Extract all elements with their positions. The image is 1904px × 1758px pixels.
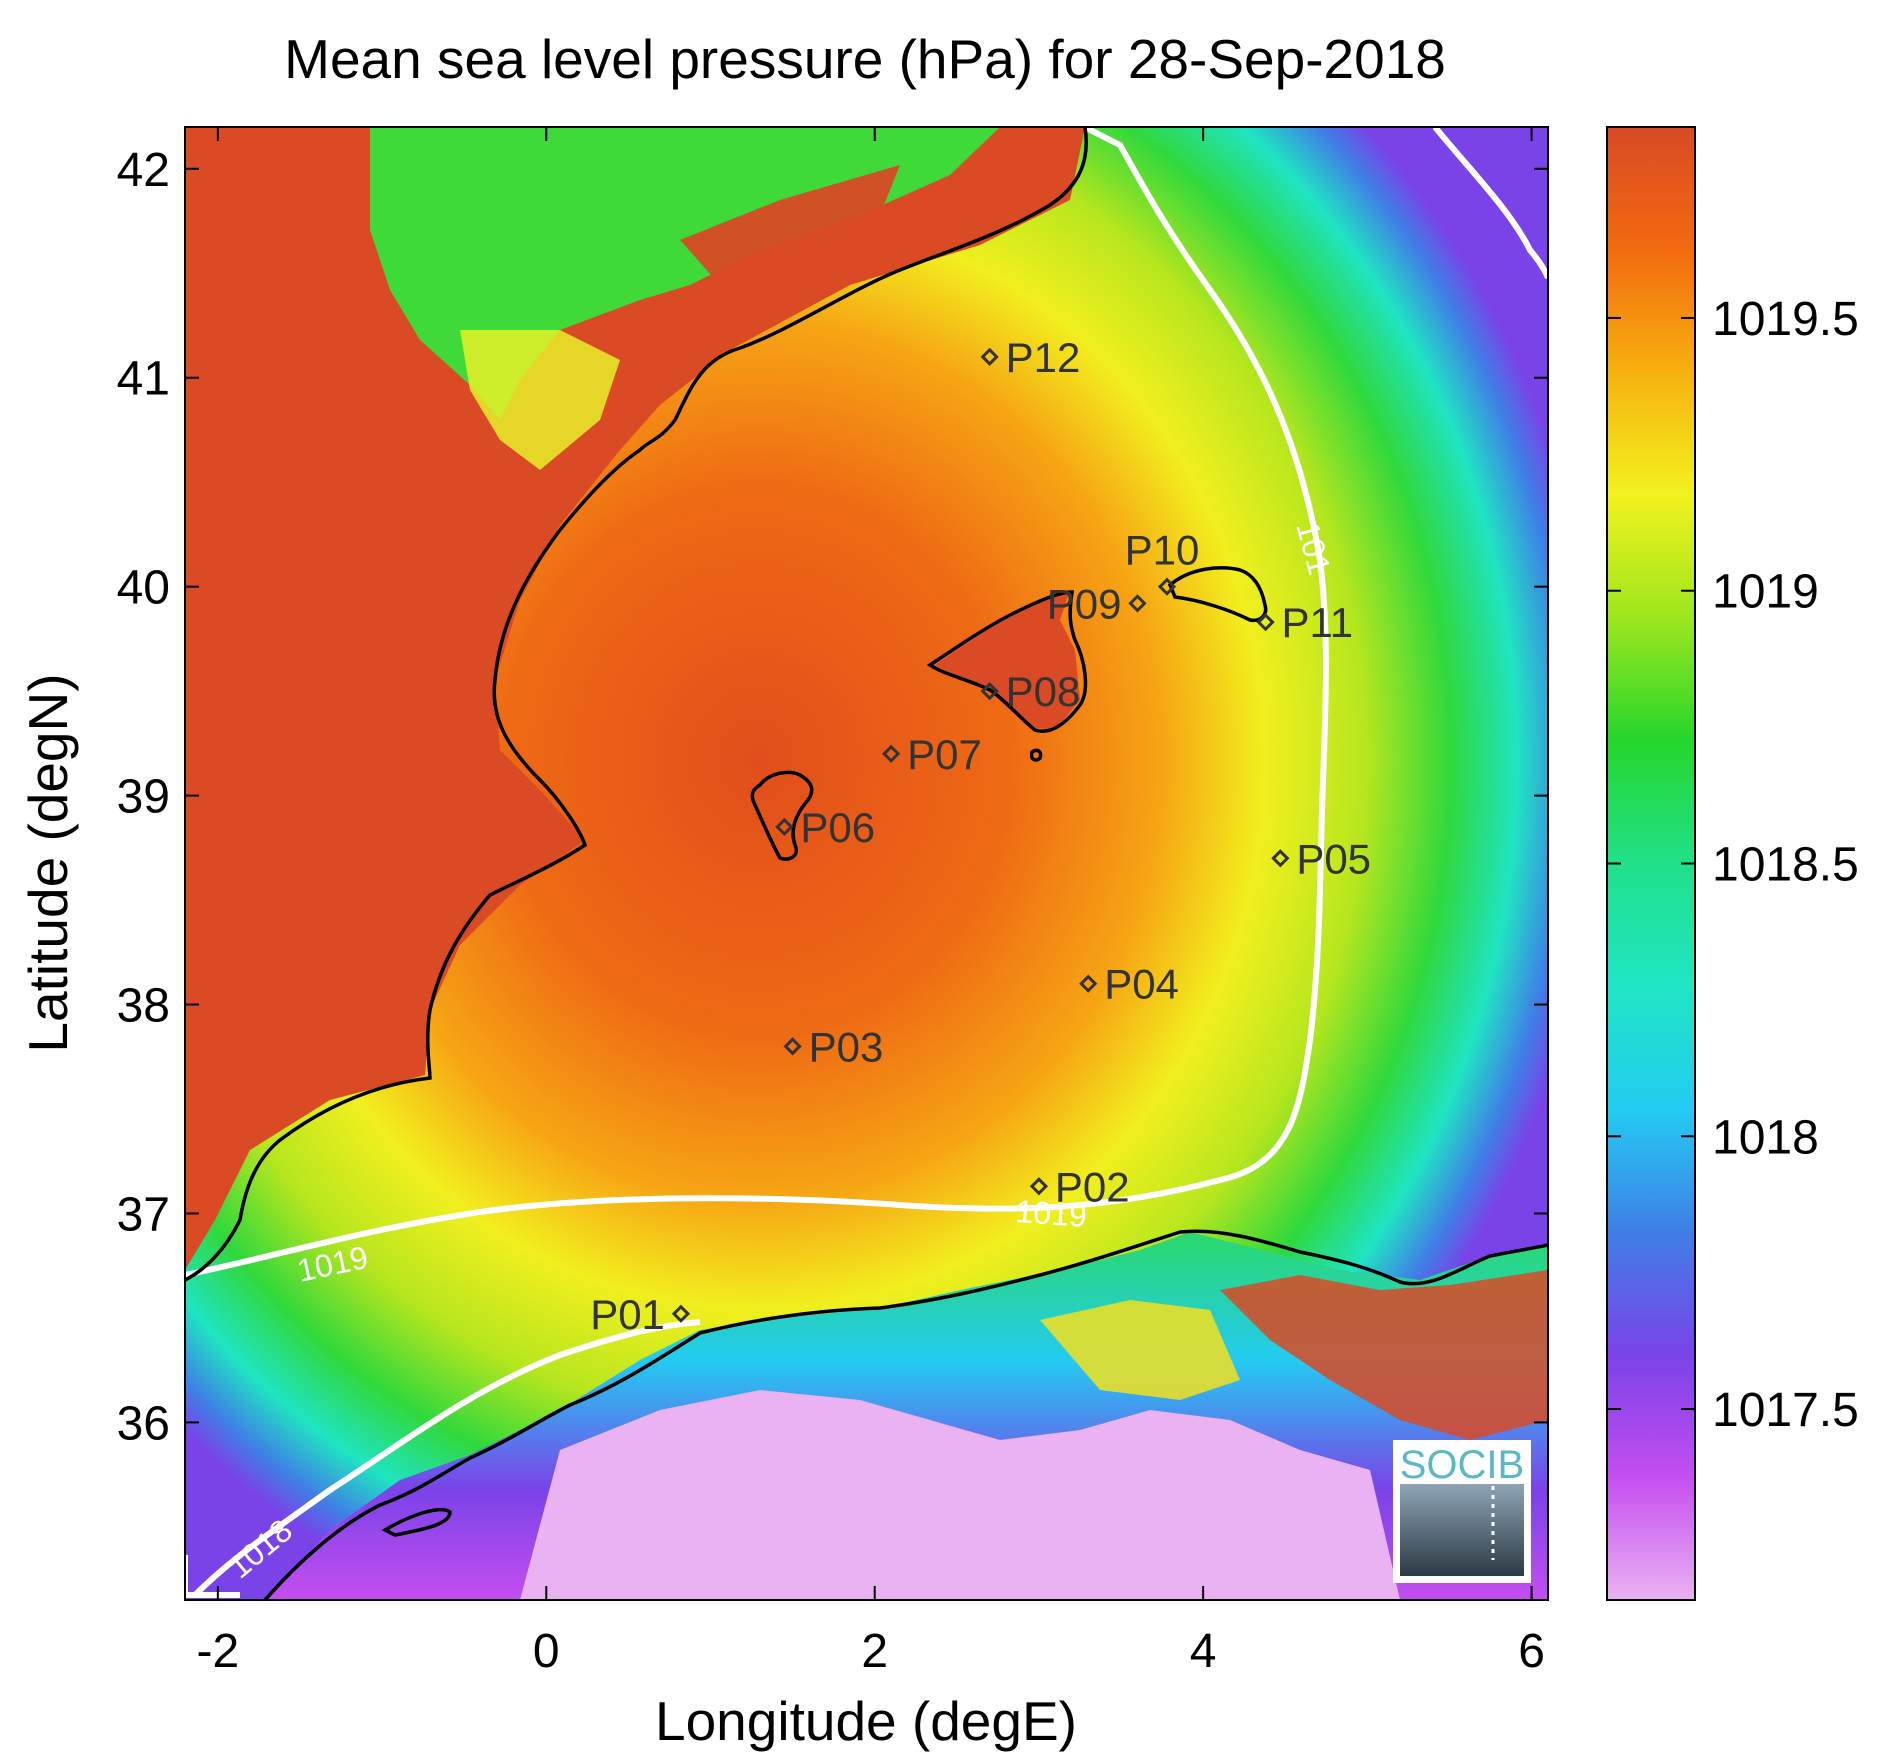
contour-label: 1019 <box>1015 1193 1089 1234</box>
coastlines <box>185 127 1548 1600</box>
ibiza-coast <box>750 770 814 861</box>
station-marker <box>980 347 999 366</box>
station-label: P10 <box>1125 527 1200 574</box>
y-axis-label: Latitude (degN) <box>17 673 79 1052</box>
station-marker <box>1029 1177 1049 1196</box>
socib-logo: SOCIB <box>1393 1440 1531 1583</box>
colorbar-tick-label: 1017.5 <box>1712 1384 1859 1437</box>
station-label: P08 <box>1006 668 1081 715</box>
colorbar-tick-label: 1018 <box>1712 1111 1819 1164</box>
contour-1019 <box>185 127 1329 1278</box>
x-tick-label: 0 <box>533 1625 560 1678</box>
y-tick-label: 36 <box>117 1397 170 1450</box>
plot-frame <box>184 126 1549 1601</box>
chott-coast <box>381 1507 452 1537</box>
station-label: P05 <box>1296 835 1371 882</box>
y-tick-label: 38 <box>117 980 170 1033</box>
station-marker <box>1079 974 1098 993</box>
africa-coastline <box>263 1229 1548 1600</box>
station-marker <box>671 1304 691 1323</box>
station-marker <box>1271 849 1290 868</box>
colorbar-tick-label: 1019.5 <box>1712 293 1859 346</box>
mallorca-fill <box>935 590 1080 730</box>
station-marker <box>1128 594 1147 613</box>
pyrenees-red <box>680 165 900 285</box>
contour-labels: 1019 1019 101 1018 <box>221 517 1337 1585</box>
colorbar <box>1606 126 1696 1601</box>
contour-1018 <box>192 1319 701 1598</box>
chart-title: Mean sea level pressure (hPa) for 28-Sep… <box>284 28 1446 90</box>
y-tick-label: 39 <box>117 771 170 824</box>
iberia-land <box>185 127 1085 1270</box>
x-tick-label: 4 <box>1190 1625 1217 1678</box>
africa-mixed <box>1220 1270 1548 1440</box>
x-tick-label: 6 <box>1518 1625 1545 1678</box>
station-label: P02 <box>1055 1163 1130 1210</box>
y-tick-label: 41 <box>117 353 170 406</box>
x-tick-label: -2 <box>196 1625 239 1678</box>
x-axis-label: Longitude (degE) <box>655 1690 1077 1752</box>
menorca-coast <box>1167 566 1268 623</box>
y-tick-label: 42 <box>117 144 170 197</box>
pyrenees-yellow <box>460 330 620 470</box>
station-label: P01 <box>590 1291 665 1338</box>
station-label: P06 <box>800 804 875 851</box>
africa-yellow <box>1040 1300 1240 1400</box>
station-marker <box>882 744 901 763</box>
station-marker <box>1256 613 1275 632</box>
y-tick-label: 40 <box>117 562 170 615</box>
station-label: P12 <box>1006 334 1081 381</box>
pressure-field <box>185 127 1548 1600</box>
colorbar-tick-label: 1019 <box>1712 566 1819 619</box>
logo-image <box>1400 1484 1524 1576</box>
station-marker <box>775 817 794 837</box>
station-label: P04 <box>1104 961 1179 1008</box>
logo-text: SOCIB <box>1400 1443 1524 1487</box>
station-label: P09 <box>1047 580 1122 627</box>
colorbar-tick-label: 1018.5 <box>1712 839 1859 892</box>
y-tick-label: 37 <box>117 1188 170 1241</box>
y-axis-ticks: 36 37 38 39 40 41 42 <box>117 144 1548 1450</box>
station-marker <box>980 682 999 701</box>
iberian-coastline <box>185 127 1088 1282</box>
mallorca-coast <box>926 590 1088 733</box>
x-tick-label: 2 <box>861 1625 888 1678</box>
colorbar-ticks: 1017.5 1018 1018.5 1019 1019.5 <box>1607 293 1859 1437</box>
station-marker <box>1157 577 1177 596</box>
africa-pink <box>520 1390 1400 1600</box>
station-label: P11 <box>1282 599 1354 646</box>
contour-sw <box>185 1555 240 1598</box>
x-axis-ticks: -2 0 2 4 6 <box>196 127 1545 1678</box>
cabrera-coast <box>1029 748 1043 762</box>
contour-ne <box>1432 127 1548 280</box>
station-label: P07 <box>907 731 982 778</box>
station-label: P03 <box>809 1023 884 1070</box>
station-marker <box>783 1037 802 1056</box>
